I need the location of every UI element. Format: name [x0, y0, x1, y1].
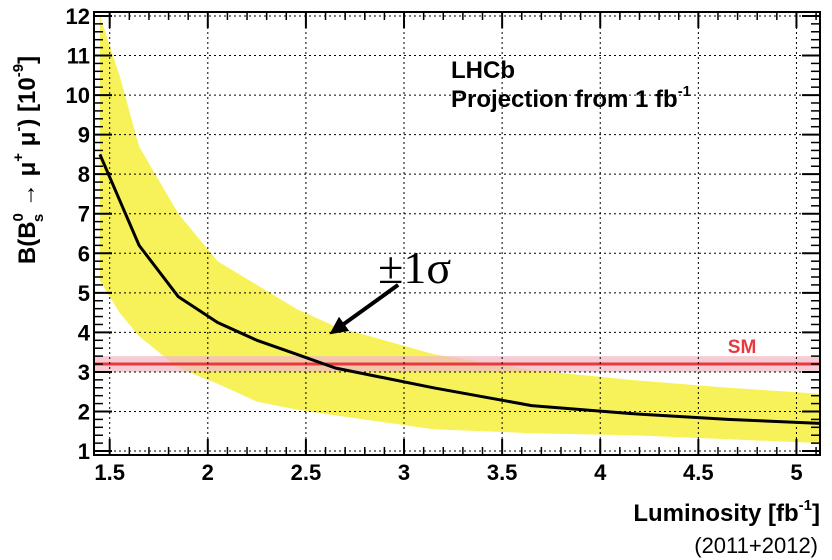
sigma-annotation-layer: ±1σ	[329, 242, 451, 335]
central-curve	[98, 153, 821, 425]
x-tick-label-2: 2.5	[291, 460, 322, 485]
y-tick-label-1: 2	[78, 399, 90, 424]
y-axis-label-mu: μ	[14, 132, 41, 153]
x-axis-label-tail: ]	[812, 500, 820, 527]
sigma-band	[99, 16, 820, 444]
projection-label-sup: -1	[678, 83, 691, 100]
x-tick-label-5: 4	[594, 460, 607, 485]
annotation-arrow-shaft	[341, 283, 400, 327]
x-tick-label-7: 5	[790, 460, 802, 485]
y-tick-label-5: 6	[78, 241, 90, 266]
annotation-arrow-head	[329, 316, 350, 335]
x-axis-title-group: Luminosity [fb-1] (2011+2012)	[633, 497, 820, 558]
tick-layer	[94, 12, 820, 455]
sm-reference-layer	[94, 356, 820, 372]
y-axis-label-sup9: -9	[10, 64, 27, 77]
x-tick-label-0: 1.5	[94, 460, 125, 485]
y-tick-label-9: 10	[66, 83, 90, 108]
x-tick-label-3: 3	[398, 460, 410, 485]
y-axis-label-subs: s	[30, 214, 47, 222]
sigma-annotation-label: ±1σ	[378, 242, 451, 293]
x-axis-label-main: Luminosity [fb	[633, 500, 798, 527]
y-axis-label-supminus: -	[10, 127, 27, 132]
x-tick-label-1: 2	[202, 460, 214, 485]
y-axis-label-unit: ) [10	[14, 77, 41, 126]
x-axis-label-sup: -1	[799, 497, 812, 514]
x-axis-label: Luminosity [fb-1]	[633, 497, 820, 527]
y-axis-label-part: B(B	[14, 221, 41, 264]
sm-label: SM	[728, 337, 757, 358]
y-tick-label-3: 4	[78, 320, 91, 345]
plot-frame	[93, 11, 821, 456]
projection-label: Projection from 1 fb-1	[451, 83, 691, 113]
y-tick-label-8: 9	[78, 123, 90, 148]
y-axis-label-close: ]	[14, 56, 41, 64]
projection-label-main: Projection from 1 fb	[451, 86, 678, 113]
y-tick-label-4: 5	[78, 281, 90, 306]
central-curve-layer	[98, 153, 821, 425]
sigma-band-layer	[99, 16, 820, 444]
y-axis-label-arrow: → μ	[14, 162, 41, 214]
y-axis-title-group: B(B0 s → μ+ μ-) [10-9]	[10, 56, 47, 264]
y-axis-label-sup0: 0	[10, 213, 27, 221]
y-tick-label-0: 1	[78, 439, 90, 464]
y-tick-label-6: 7	[78, 202, 90, 227]
x-tick-label-4: 3.5	[487, 460, 518, 485]
plot-frame-layer	[93, 11, 821, 456]
y-tick-label-10: 11	[67, 44, 90, 69]
y-tick-label-11: 12	[66, 4, 90, 29]
x-tick-label-6: 4.5	[683, 460, 714, 485]
experiment-label-group: LHCb Projection from 1 fb-1	[451, 57, 691, 113]
y-axis-label-supplus: +	[10, 153, 27, 162]
y-tick-label-7: 8	[78, 162, 90, 187]
y-axis-label: B(B0 s → μ+ μ-) [10-9]	[10, 56, 47, 264]
experiment-label: LHCb	[451, 57, 515, 84]
x-axis-note: (2011+2012)	[694, 533, 818, 558]
y-tick-label-2: 3	[78, 360, 90, 385]
